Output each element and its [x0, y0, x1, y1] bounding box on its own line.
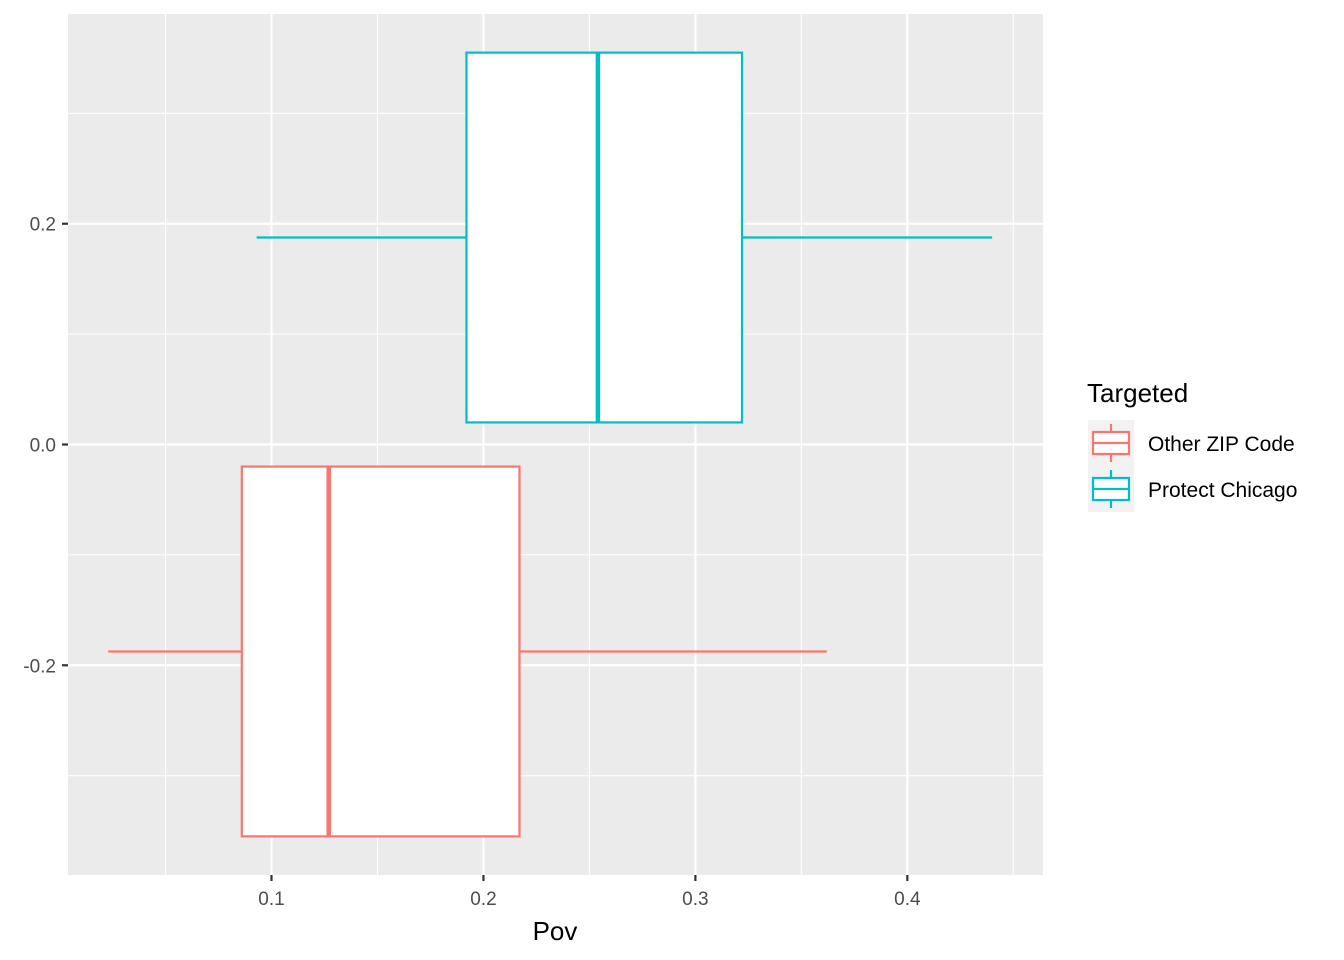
x-axis-title: Pov: [533, 916, 578, 946]
box: [240, 465, 521, 838]
y-tick-label: 0.0: [30, 436, 56, 457]
y-tick-label: 0.2: [30, 215, 56, 236]
x-tick-label: 0.1: [258, 889, 284, 910]
y-tick-label: -0.2: [23, 656, 56, 677]
x-tick-label: 0.4: [894, 889, 921, 910]
legend-label: Other ZIP Code: [1148, 433, 1295, 456]
legend: Targeted Other ZIP Code Protect Chicago: [1087, 378, 1297, 512]
box-layer: [108, 51, 993, 838]
legend-label: Protect Chicago: [1148, 479, 1297, 502]
x-tick-label: 0.3: [682, 889, 708, 910]
box: [465, 51, 744, 424]
x-tick-label: 0.2: [470, 889, 496, 910]
legend-title: Targeted: [1087, 378, 1188, 408]
axes: 0.1 0.2 0.3 0.4 -0.2 0.0 0.2: [23, 215, 921, 910]
